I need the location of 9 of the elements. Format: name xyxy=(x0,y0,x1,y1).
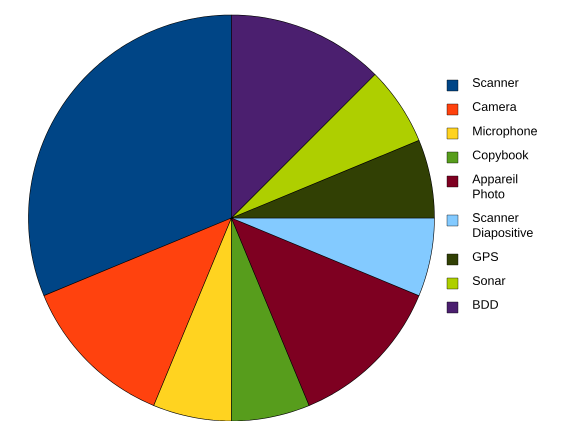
legend-label: Camera xyxy=(472,102,517,111)
legend-label: BDD xyxy=(473,300,498,309)
legend-label: Scanner Diapositive xyxy=(472,213,533,240)
legend-label: Copybook xyxy=(472,150,528,162)
legend-label: Scanner xyxy=(472,78,519,87)
legend-label: GPS xyxy=(472,252,498,261)
legend-label: Appareil Photo xyxy=(472,174,518,198)
legend-label: Sonar xyxy=(472,276,506,285)
legend-label: Microphone xyxy=(473,126,537,138)
